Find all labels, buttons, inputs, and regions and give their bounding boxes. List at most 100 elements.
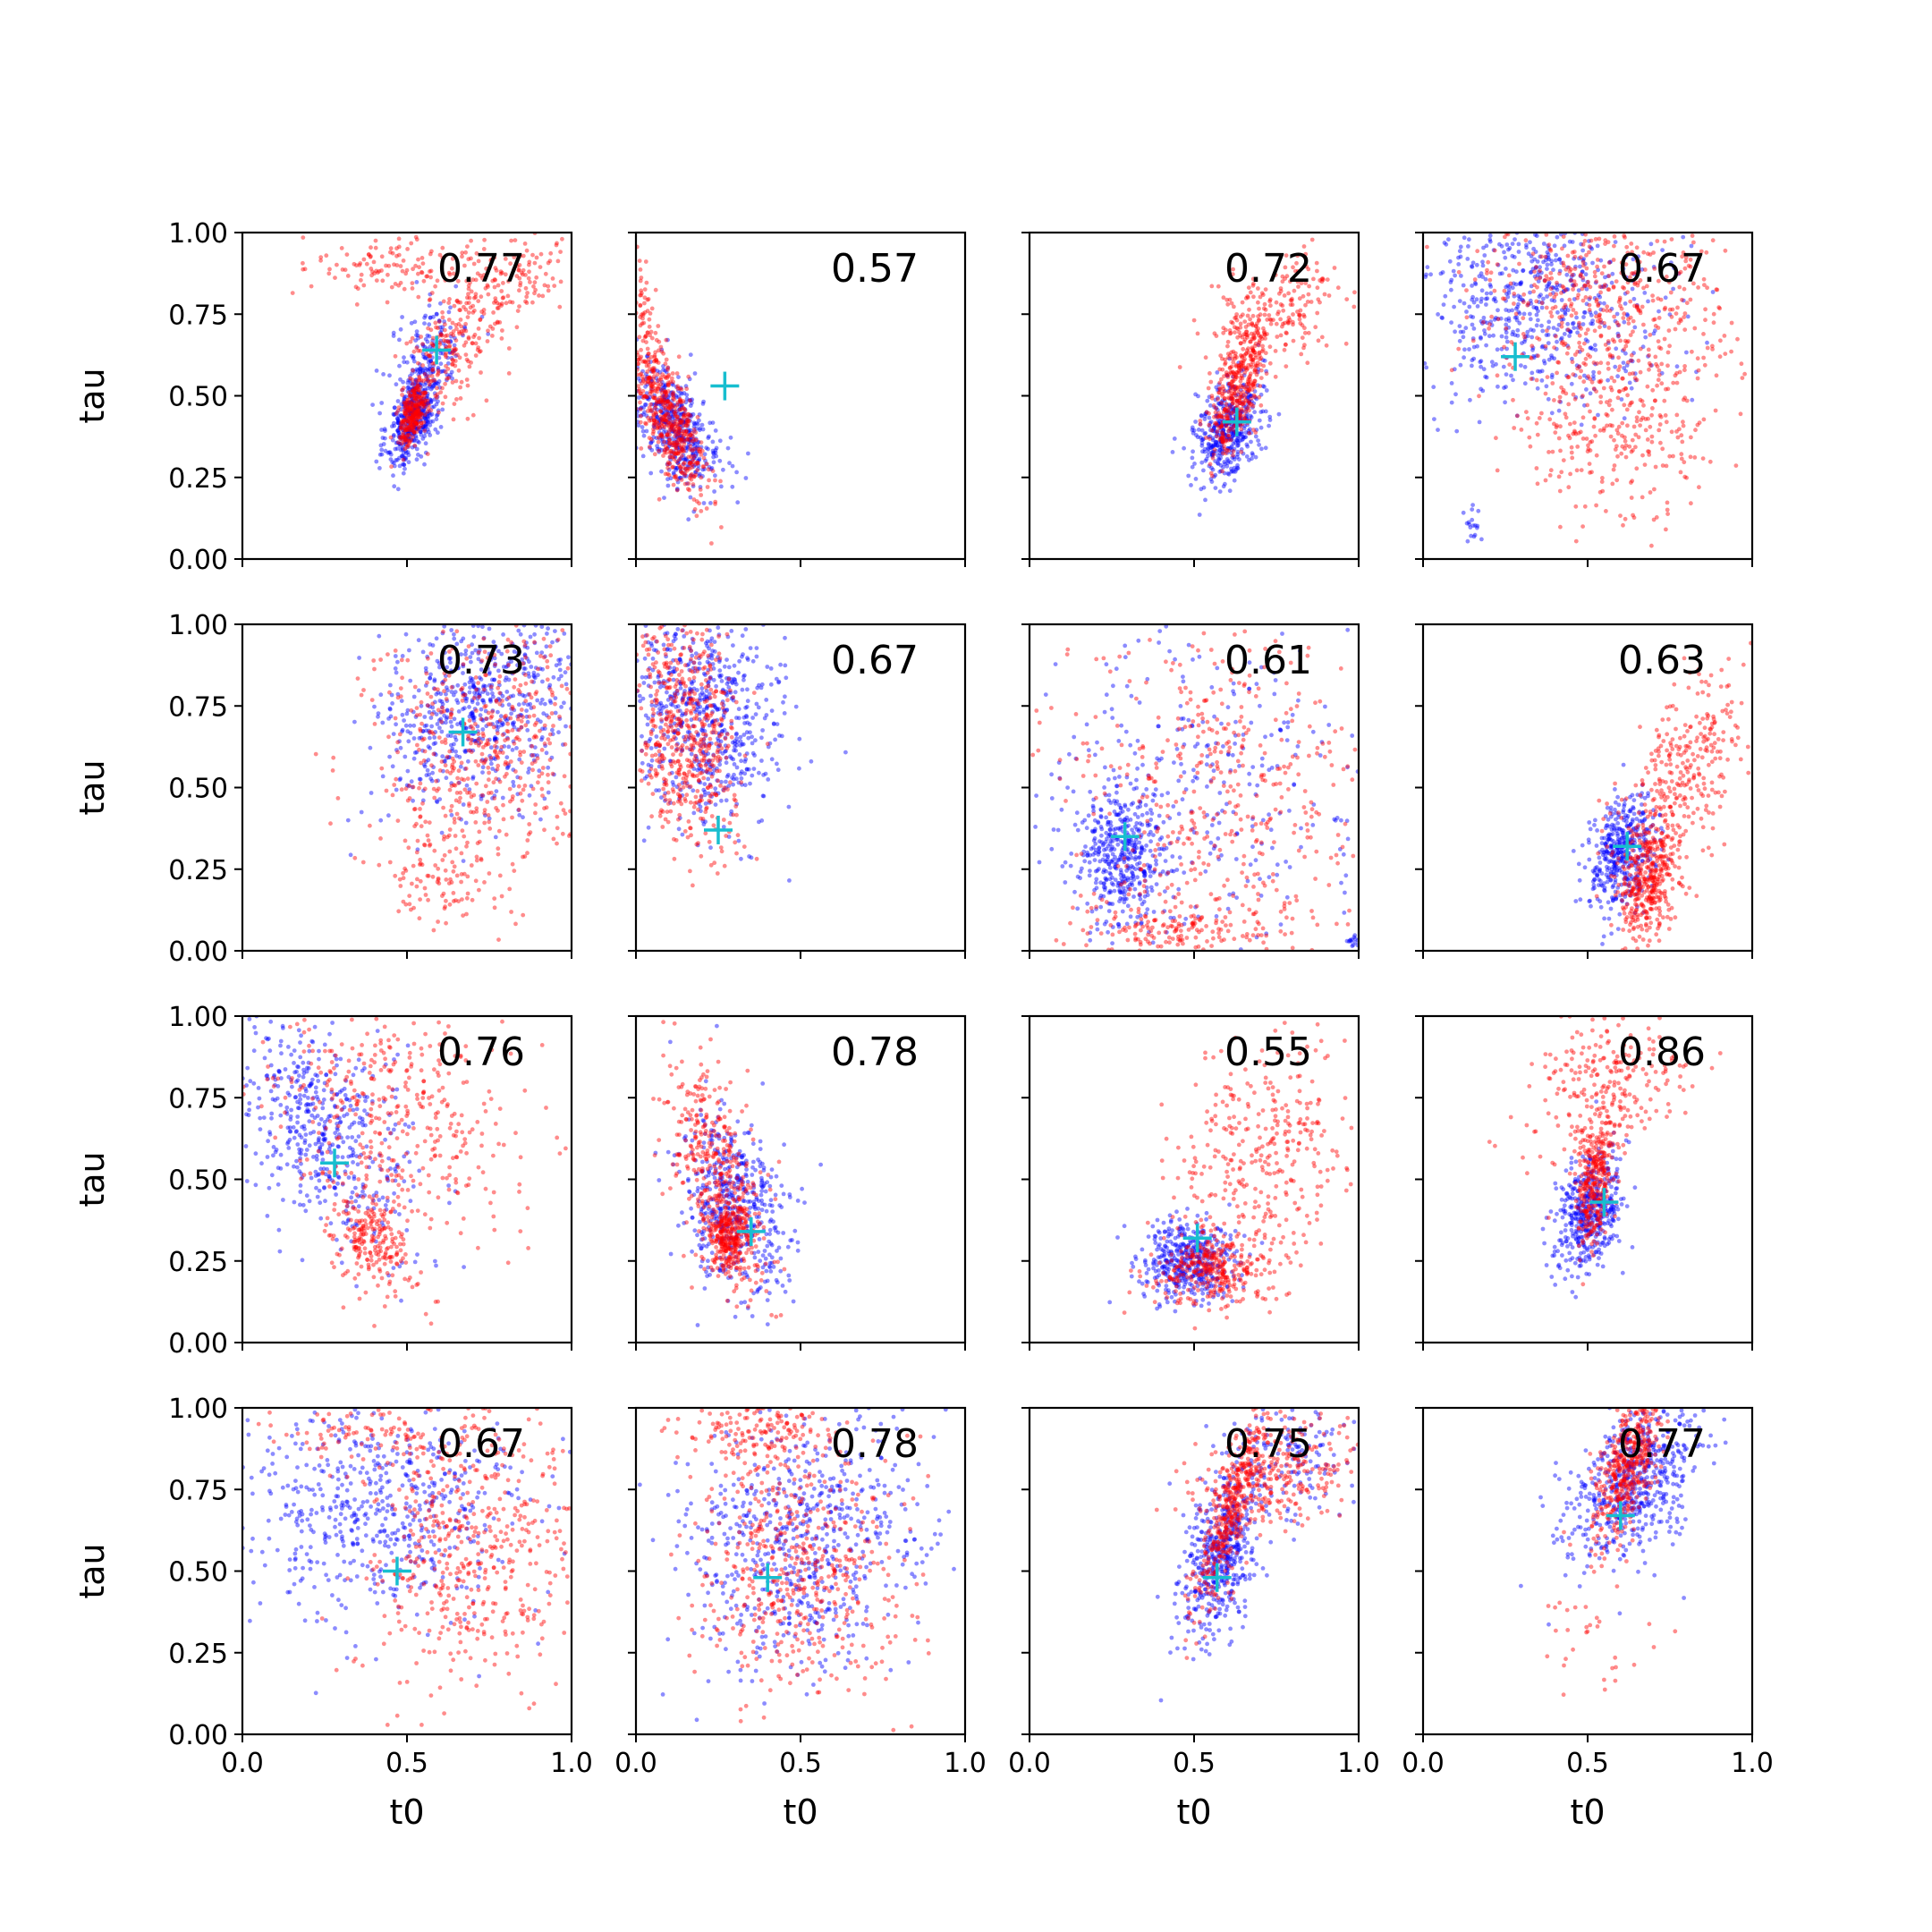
point-blue	[1580, 248, 1585, 253]
point-blue	[419, 366, 423, 371]
point-blue	[1228, 460, 1233, 465]
point-blue	[1249, 415, 1254, 419]
point-red	[662, 398, 666, 403]
point-red	[1624, 407, 1630, 412]
point-red	[1286, 320, 1291, 325]
point-blue	[1504, 346, 1509, 352]
point-blue	[1218, 428, 1223, 433]
point-red	[1233, 353, 1238, 359]
point-red	[466, 286, 471, 292]
point-blue	[563, 670, 568, 675]
point-blue	[1258, 410, 1264, 414]
point-blue	[1459, 274, 1463, 278]
point-blue	[425, 356, 430, 361]
point-blue	[1534, 265, 1538, 270]
point-blue	[443, 674, 448, 679]
point-red	[653, 422, 657, 427]
point-red	[1526, 301, 1531, 306]
point-red	[643, 380, 648, 386]
point-blue	[665, 337, 670, 343]
point-red	[1610, 423, 1614, 428]
point-blue	[669, 451, 674, 456]
point-red	[1657, 428, 1662, 433]
point-blue	[401, 421, 406, 426]
point-blue	[1208, 443, 1214, 448]
point-red	[691, 482, 696, 487]
point-red	[1543, 478, 1548, 483]
point-blue	[405, 386, 411, 390]
point-blue	[1510, 332, 1515, 337]
point-red	[1588, 354, 1593, 360]
point-red	[1612, 437, 1616, 443]
point-red	[498, 269, 504, 274]
point-red	[1224, 405, 1229, 411]
point-blue	[421, 788, 426, 793]
point-blue	[1223, 388, 1227, 394]
point-red	[1587, 302, 1592, 308]
point-blue	[419, 390, 423, 395]
point-red	[368, 254, 373, 259]
point-red	[641, 394, 647, 399]
point-red	[1568, 303, 1573, 309]
point-blue	[424, 421, 429, 427]
point-red	[1248, 373, 1252, 378]
point-blue	[677, 402, 682, 408]
point-red	[650, 394, 656, 400]
point-red	[1325, 277, 1330, 282]
point-red	[1229, 394, 1234, 399]
point-blue	[677, 445, 682, 450]
point-red	[1640, 453, 1645, 458]
point-red	[1560, 314, 1564, 319]
point-red	[1250, 348, 1256, 353]
point-red	[1233, 330, 1237, 335]
point-red	[1280, 303, 1285, 309]
point-red	[1597, 325, 1602, 330]
point-blue	[423, 313, 428, 318]
point-red	[1242, 370, 1248, 375]
point-blue	[668, 390, 674, 395]
point-blue	[1453, 392, 1458, 397]
point-red	[555, 258, 561, 264]
point-blue	[1602, 324, 1607, 328]
point-blue	[1256, 438, 1260, 443]
point-red	[1638, 423, 1642, 428]
point-red	[1229, 393, 1233, 398]
point-blue	[1222, 431, 1226, 436]
point-red	[1245, 333, 1250, 338]
point-red	[1464, 315, 1470, 320]
point-blue	[1559, 335, 1564, 341]
point-red	[402, 428, 408, 433]
point-blue	[734, 470, 739, 475]
point-blue	[433, 379, 438, 385]
point-blue	[411, 406, 417, 411]
point-red	[1691, 240, 1696, 245]
point-blue	[438, 301, 443, 306]
point-red	[1238, 325, 1243, 330]
point-blue	[425, 333, 430, 338]
point-blue	[408, 409, 413, 413]
point-red	[1224, 370, 1229, 375]
point-red	[428, 251, 433, 257]
point-red	[1569, 301, 1574, 307]
point-red	[1521, 332, 1526, 336]
point-blue	[1229, 426, 1233, 431]
point-blue	[1563, 311, 1568, 317]
point-blue	[674, 468, 679, 472]
point-blue	[407, 400, 411, 404]
point-blue	[1210, 436, 1216, 441]
point-red	[698, 446, 703, 452]
point-blue	[405, 768, 411, 774]
point-blue	[1710, 290, 1716, 294]
point-red	[1235, 386, 1241, 391]
point-blue	[411, 428, 416, 434]
point-blue	[1209, 450, 1215, 455]
point-red	[1705, 345, 1710, 351]
point-blue	[406, 400, 411, 405]
point-red	[1557, 271, 1562, 276]
point-blue	[348, 852, 353, 858]
point-red	[687, 462, 692, 466]
point-red	[1634, 419, 1640, 424]
point-blue	[414, 427, 419, 431]
point-red	[640, 359, 645, 364]
point-blue	[1191, 430, 1196, 436]
